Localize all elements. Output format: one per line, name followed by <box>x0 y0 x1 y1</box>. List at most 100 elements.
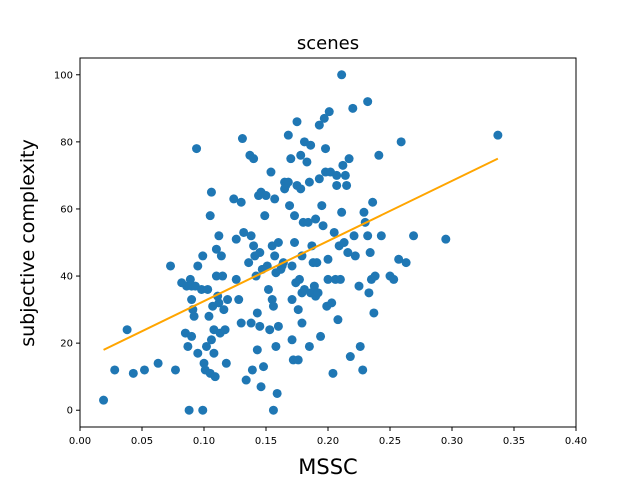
data-point <box>293 305 303 315</box>
data-point <box>236 318 246 328</box>
data-point <box>401 258 411 268</box>
y-tick-label: 40 <box>60 272 73 283</box>
data-point <box>249 241 259 251</box>
data-point <box>239 227 249 237</box>
x-tick-label: 0.25 <box>379 436 401 447</box>
data-point <box>261 191 271 201</box>
data-point <box>206 187 216 197</box>
data-point <box>237 134 247 144</box>
data-point <box>201 341 211 351</box>
data-point <box>303 217 313 227</box>
data-point <box>170 365 180 375</box>
data-point <box>285 201 295 211</box>
data-point <box>183 341 193 351</box>
data-point <box>313 288 323 298</box>
data-point <box>189 311 199 321</box>
data-point <box>259 362 269 372</box>
data-point <box>273 321 283 331</box>
data-point <box>396 137 406 147</box>
x-tick-label: 0.30 <box>441 436 463 447</box>
data-point <box>214 231 224 241</box>
data-point <box>292 117 302 127</box>
data-point <box>231 274 241 284</box>
data-point <box>256 382 266 392</box>
data-point <box>252 308 262 318</box>
data-point <box>409 231 419 241</box>
data-point <box>290 211 300 221</box>
data-point <box>345 352 355 362</box>
data-point <box>283 177 293 187</box>
data-point <box>273 238 283 247</box>
scatter-points <box>99 70 503 415</box>
data-point <box>197 284 207 294</box>
data-point <box>337 70 347 80</box>
data-point <box>324 107 334 117</box>
data-point <box>368 197 378 207</box>
data-point <box>350 251 360 261</box>
data-point <box>287 261 297 271</box>
data-point <box>339 238 349 247</box>
data-point <box>337 207 347 217</box>
data-point <box>394 254 404 264</box>
data-point <box>294 274 304 284</box>
data-point <box>323 254 333 264</box>
data-point <box>206 335 216 345</box>
data-point <box>244 258 254 268</box>
data-point <box>246 231 256 241</box>
data-point <box>220 325 230 335</box>
x-axis-ticks: 0.00 0.05 0.10 0.15 0.20 0.25 0.30 0.35 0.40 <box>69 427 587 447</box>
data-point <box>270 251 280 261</box>
data-point <box>205 211 215 221</box>
data-point <box>348 103 358 113</box>
data-point <box>268 405 278 415</box>
data-point <box>293 355 303 365</box>
data-point <box>290 238 300 247</box>
data-point <box>493 130 503 140</box>
data-point <box>374 150 384 160</box>
data-point <box>99 395 109 405</box>
data-point <box>364 288 374 298</box>
data-point <box>209 348 219 358</box>
data-point <box>270 194 280 204</box>
data-point <box>369 308 379 318</box>
data-point <box>363 231 373 241</box>
data-point <box>389 274 399 284</box>
data-point <box>358 365 368 375</box>
data-point <box>263 284 273 294</box>
data-point <box>110 365 120 375</box>
data-point <box>193 261 203 271</box>
data-point <box>260 211 270 221</box>
data-point <box>241 375 251 385</box>
data-point <box>363 97 373 107</box>
data-point <box>246 318 256 328</box>
data-point <box>193 348 203 358</box>
x-tick-label: 0.35 <box>503 436 525 447</box>
data-point <box>267 295 277 305</box>
data-point <box>255 321 265 331</box>
data-point <box>296 150 306 160</box>
x-tick-label: 0.15 <box>255 436 277 447</box>
data-point <box>262 261 272 271</box>
data-point <box>287 335 297 345</box>
data-point <box>210 372 220 382</box>
data-point <box>340 170 350 180</box>
x-tick-label: 0.10 <box>193 436 215 447</box>
data-point <box>211 271 221 281</box>
data-point <box>327 298 337 308</box>
data-point <box>271 341 281 351</box>
data-point <box>314 120 324 130</box>
data-point <box>216 251 226 261</box>
data-point <box>203 284 213 294</box>
data-point <box>329 227 339 237</box>
data-point <box>286 154 296 164</box>
data-point <box>252 345 262 355</box>
data-point <box>441 234 451 244</box>
data-point <box>184 405 194 415</box>
y-tick-label: 80 <box>60 137 73 148</box>
y-axis-ticks: 0 20 40 60 80 100 <box>54 70 80 417</box>
data-point <box>268 301 278 311</box>
data-point <box>218 271 228 281</box>
data-point <box>302 157 312 167</box>
data-point <box>297 318 307 328</box>
